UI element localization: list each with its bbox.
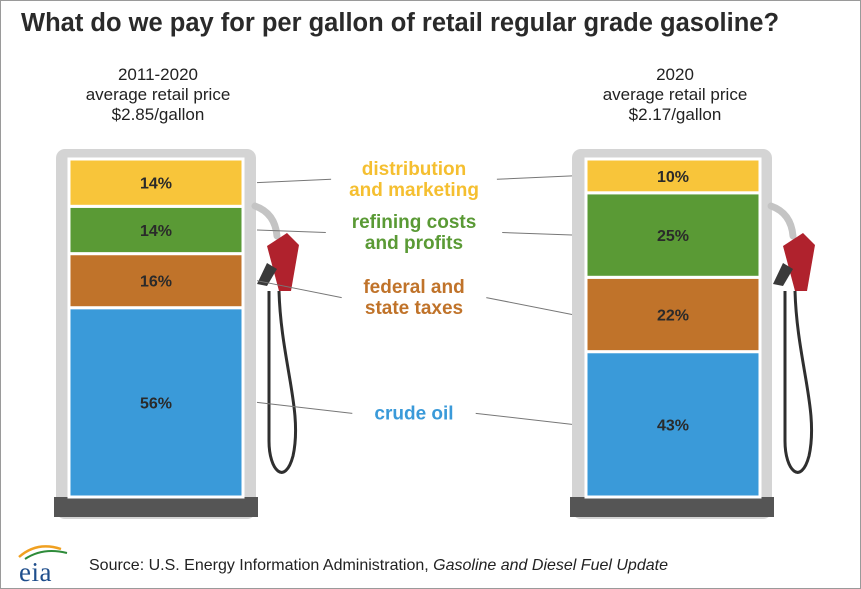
bar-left-crude-oil (67, 306, 245, 499)
leader-line-left-distribution-and-marketing (256, 178, 332, 184)
pump-left-trigger (257, 263, 277, 286)
eia-logo: eia (17, 543, 77, 587)
data-label-right-crude-oil: 43% (657, 417, 689, 434)
pump-right-nozzle-holder (767, 202, 797, 240)
bar-right-crude-oil (584, 350, 762, 499)
pump-right-caption: average retail price (602, 85, 748, 104)
pump-right-price: $2.17/gallon (628, 105, 722, 124)
data-label-left-distribution-and-marketing: 14% (140, 176, 172, 193)
source-note: Source: U.S. Energy Information Administ… (89, 557, 668, 575)
source-prefix: Source: U.S. Energy Information Administ… (89, 557, 434, 574)
series-label-federal-and-state-taxes-line2: state taxes (365, 298, 463, 319)
pump-left-nozzle-holder (251, 202, 281, 240)
leader-line-left-crude-oil (256, 401, 353, 414)
data-label-left-federal-and-state-taxes: 16% (140, 274, 172, 291)
bar-right-refining-costs-and-profits (584, 191, 762, 279)
pump-left-period: 2011-2020 (117, 65, 199, 84)
series-label-crude-oil: crude oil (374, 403, 453, 424)
bar-right-federal-and-state-taxes (584, 275, 762, 354)
pump-left-hose (267, 290, 298, 474)
series-label-distribution-and-marketing-line2: and marketing (349, 180, 479, 201)
pump-right-base (570, 497, 774, 517)
data-label-right-distribution-and-marketing: 10% (657, 169, 689, 186)
pump-left-caption: average retail price (85, 85, 231, 104)
pump-right-price-label: 2020 average retail price $2.17/gallon (565, 65, 785, 125)
pump-right-nozzle-icon (783, 233, 815, 291)
pump-right-trigger (773, 263, 793, 286)
eia-logo-swoosh-icon (18, 545, 68, 560)
bar-left-distribution-and-marketing (67, 157, 245, 208)
eia-logo-text: eia (19, 557, 52, 587)
pump-right-period: 2020 (656, 65, 694, 84)
series-label-refining-costs-and-profits-line2: and profits (365, 233, 463, 254)
bar-left-refining-costs-and-profits (67, 204, 245, 256)
pump-left-price-label: 2011-2020 average retail price $2.85/gal… (48, 65, 268, 125)
leader-line-left-refining-costs-and-profits (256, 229, 326, 234)
data-label-right-refining-costs-and-profits: 25% (657, 228, 689, 245)
series-label-refining-costs-and-profits-line1: refining costs (352, 212, 477, 233)
leader-line-left-federal-and-state-taxes (256, 280, 342, 299)
data-label-left-refining-costs-and-profits: 14% (140, 223, 172, 240)
bar-left-federal-and-state-taxes (67, 252, 245, 310)
pump-left-price: $2.85/gallon (111, 105, 205, 124)
series-label-distribution-and-marketing-line1: distribution (362, 159, 466, 180)
data-label-right-federal-and-state-taxes: 22% (657, 307, 689, 324)
pump-left-base (54, 497, 258, 517)
data-label-left-crude-oil: 56% (140, 395, 172, 412)
leader-line-right-crude-oil (475, 412, 573, 425)
series-label-federal-and-state-taxes-line1: federal and (363, 277, 464, 298)
leader-line-right-federal-and-state-taxes (486, 297, 573, 315)
source-publication: Gasoline and Diesel Fuel Update (433, 557, 668, 574)
pump-left-nozzle-icon (267, 233, 299, 291)
pump-right-hose (783, 290, 814, 474)
leader-line-right-distribution-and-marketing (496, 175, 573, 180)
chart-title: What do we pay for per gallon of retail … (21, 9, 780, 37)
leader-line-right-refining-costs-and-profits (502, 232, 573, 236)
bar-right-distribution-and-marketing (584, 157, 762, 195)
